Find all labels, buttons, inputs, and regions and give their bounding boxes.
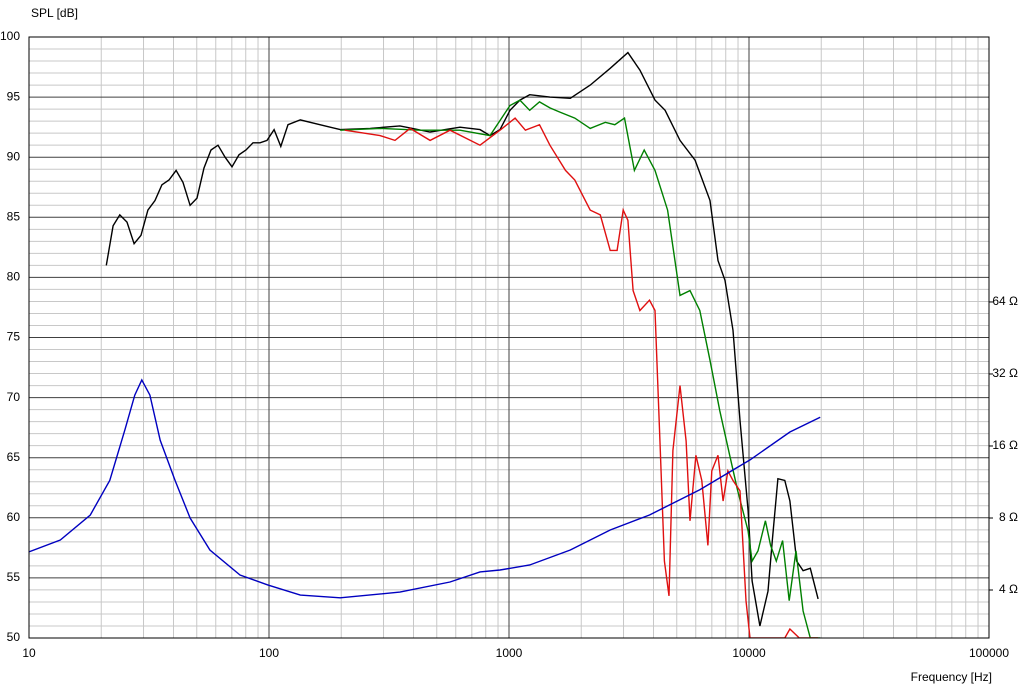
y-tick-label: 70 <box>7 390 21 404</box>
x-tick-label: 10000 <box>732 646 766 660</box>
y-axis-label: SPL [dB] <box>31 6 78 20</box>
y-tick-label: 65 <box>7 450 21 464</box>
plot-lines <box>29 51 821 638</box>
x-axis-label: Frequency [Hz] <box>911 670 992 684</box>
y-tick-label: 95 <box>7 89 21 103</box>
grid <box>28 36 990 639</box>
x-tick-label: 10 <box>22 646 36 660</box>
y-tick-label: 60 <box>7 510 21 524</box>
y2-tick-label: 16 Ω <box>992 438 1018 452</box>
x-tick-label: 100000 <box>969 646 1009 660</box>
y2-tick-label: 64 Ω <box>992 294 1018 308</box>
tick-labels: 50 55 60 65 70 75 80 85 90 95 100 10 100 1000 10000 100… <box>0 29 1018 660</box>
y-tick-label: 80 <box>7 270 21 284</box>
series-line <box>29 378 821 599</box>
x-tick-label: 100 <box>259 646 279 660</box>
y2-tick-label: 4 Ω <box>999 582 1018 596</box>
y-tick-label: 75 <box>7 330 21 344</box>
series-line <box>340 99 821 638</box>
x-tick-label: 1000 <box>496 646 523 660</box>
y-tick-label: 100 <box>0 29 20 43</box>
y2-tick-label: 8 Ω <box>999 510 1018 524</box>
y2-tick-label: 32 Ω <box>992 366 1018 380</box>
series-line <box>344 117 819 638</box>
y-tick-label: 85 <box>7 209 21 223</box>
y-tick-label: 50 <box>7 630 21 644</box>
y-tick-label: 55 <box>7 570 21 584</box>
series-line <box>105 51 819 627</box>
y-tick-label: 90 <box>7 149 21 163</box>
plot-frame <box>28 36 990 639</box>
